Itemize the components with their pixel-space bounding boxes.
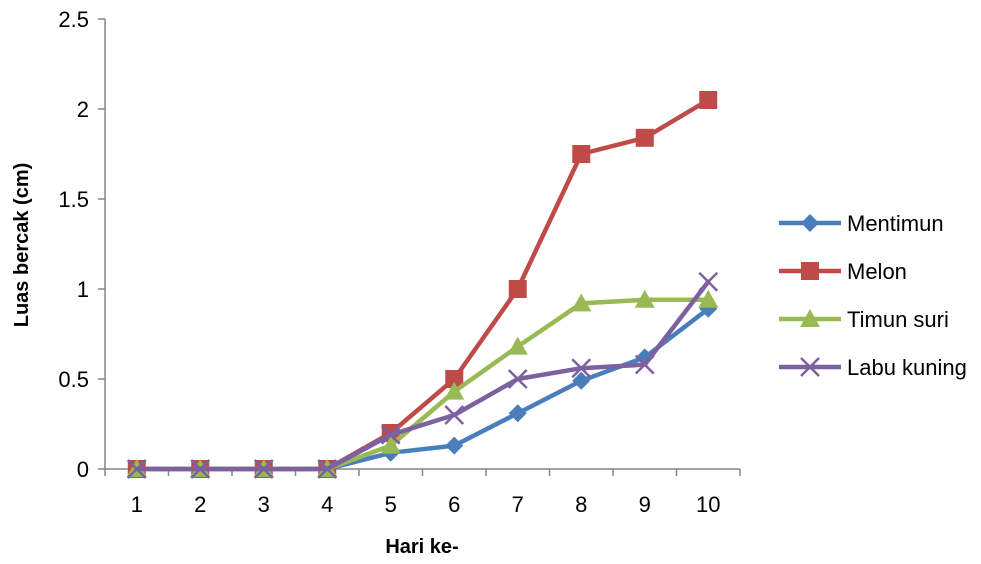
data-point-timun-suri: [634, 289, 655, 308]
data-point-labu-kuning: [571, 358, 592, 379]
data-point-timun-suri: [507, 336, 528, 355]
data-point-labu-kuning-stroke: [380, 424, 401, 445]
legend-marker-melon: [801, 262, 819, 280]
data-point-labu-kuning: [634, 354, 655, 375]
x-tick-label: 1: [131, 492, 143, 517]
axes: 0 0.5 1 1.5 2 2.5 1 2 3 4 5 6 7 8 9 10: [58, 7, 741, 517]
data-point-mentimun: [508, 404, 527, 423]
series-mentimun: [127, 299, 718, 478]
data-point-timun-suri: [444, 381, 465, 400]
data-point-labu-kuning: [190, 459, 211, 479]
legend-item-timun-suri: Timun suri: [779, 307, 949, 332]
x-tick-label: 5: [385, 492, 397, 517]
series-line-timun-suri: [134, 297, 711, 472]
legend-label: Labu kuning: [847, 355, 967, 380]
legend: Mentimun Melon Timun suri Labu kuning: [779, 211, 967, 380]
data-point-melon: [445, 370, 464, 388]
series-line-mentimun: [134, 306, 711, 472]
x-tick-label: 8: [575, 492, 587, 517]
legend-marker-timun-suri: [800, 309, 820, 327]
x-tick-label: 3: [258, 492, 270, 517]
data-point-labu-kuning: [698, 271, 719, 292]
data-point-labu-kuning-stroke: [317, 459, 338, 479]
legend-marker-mentimun: [801, 214, 819, 232]
x-tick-label: 9: [639, 492, 651, 517]
legend-label: Melon: [847, 259, 907, 284]
y-tick-label: 1: [77, 277, 89, 302]
data-point-timun-suri: [380, 435, 401, 454]
y-tick-label: 0: [77, 457, 89, 482]
series-line-labu-kuning: [134, 279, 711, 472]
legend-marker-labu-kuning: [800, 357, 820, 377]
data-point-mentimun: [572, 371, 591, 390]
series-line-melon: [134, 97, 711, 472]
legend-item-melon: Melon: [779, 259, 907, 284]
x-tick-label: 7: [512, 492, 524, 517]
data-point-labu-kuning-stroke: [634, 354, 655, 375]
y-axis-title: Luas bercak (cm): [11, 163, 33, 328]
data-point-timun-suri: [571, 293, 592, 312]
data-point-melon: [635, 128, 654, 147]
x-tick-label: 2: [194, 492, 206, 517]
x-tick-label: 6: [448, 492, 460, 517]
data-point-labu-kuning: [380, 424, 401, 445]
data-point-mentimun: [445, 436, 464, 455]
data-point-labu-kuning: [507, 369, 528, 389]
data-point-labu-kuning-stroke: [126, 459, 147, 479]
data-point-labu-kuning-stroke: [507, 369, 528, 389]
data-point-timun-suri: [698, 289, 719, 308]
series-labu-kuning: [126, 271, 719, 479]
data-point-labu-kuning: [444, 405, 465, 425]
series-layer: [126, 91, 719, 479]
y-tick-label: 1.5: [58, 187, 89, 212]
data-point-labu-kuning: [317, 459, 338, 479]
legend-item-labu-kuning: Labu kuning: [779, 355, 967, 380]
x-tick-label: 4: [321, 492, 333, 517]
data-point-melon: [572, 145, 591, 163]
data-point-labu-kuning-stroke: [253, 459, 274, 479]
data-point-melon: [508, 280, 527, 298]
data-point-labu-kuning-stroke: [698, 271, 719, 292]
x-tick-label: 10: [696, 492, 720, 517]
data-point-labu-kuning-stroke: [571, 358, 592, 379]
y-tick-label: 2: [77, 97, 89, 122]
legend-label: Mentimun: [847, 211, 944, 236]
data-point-labu-kuning: [126, 459, 147, 479]
data-point-labu-kuning-stroke: [444, 405, 465, 425]
legend-marker-labu-kuning-stroke: [800, 357, 820, 377]
legend-item-mentimun: Mentimun: [779, 211, 944, 236]
data-point-labu-kuning-stroke: [190, 459, 211, 479]
legend-label: Timun suri: [847, 307, 949, 332]
y-tick-label: 2.5: [58, 7, 89, 32]
data-point-labu-kuning: [253, 459, 274, 479]
y-tick-label: 0.5: [58, 367, 89, 392]
x-axis-title: Hari ke-: [385, 536, 458, 558]
data-point-melon: [699, 91, 718, 109]
